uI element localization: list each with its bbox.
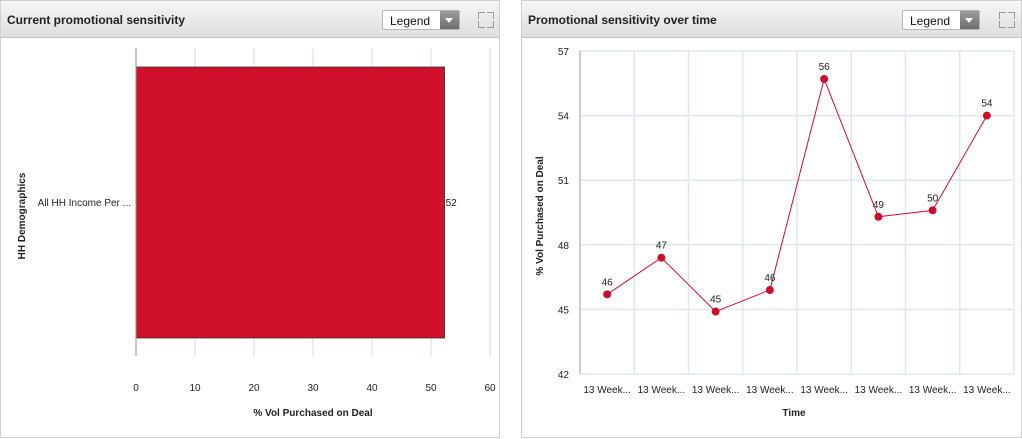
bar-chart: 0 10 20 30 40 50 60 All HH Income Per ... 52 % V…: [17, 48, 496, 419]
data-label: 49: [873, 200, 885, 211]
data-label: 52: [446, 198, 458, 209]
data-point: [657, 253, 666, 262]
line-chart-series: 46 47 45 46 56 49 50 54: [602, 62, 993, 316]
current-sensitivity-panel: Current promotional sensitivity Legend 0…: [0, 0, 500, 438]
x-tick-label: 60: [484, 383, 496, 394]
x-tick-label: 50: [425, 383, 437, 394]
x-tick-label: 13 Week...: [746, 385, 794, 396]
y-tick-label: 42: [558, 370, 570, 381]
series-line: [606, 77, 988, 313]
line-chart-grid: [580, 50, 1015, 375]
y-tick-label: 51: [558, 176, 570, 187]
bar-chart-axes: 0 10 20 30 40 50 60 All HH Income Per ... 52: [38, 48, 496, 394]
x-tick-label: 13 Week...: [800, 385, 848, 396]
data-point: [982, 111, 991, 120]
data-point: [874, 212, 883, 221]
x-tick-label: 13 Week...: [909, 385, 957, 396]
panel-title: Current promotional sensitivity: [7, 13, 186, 27]
x-tick-label: 30: [307, 383, 319, 394]
line-chart-axes: 42 45 48 51 54 57 13 Week... 13 Week... 13 Week.…: [558, 47, 1011, 396]
x-tick-label: 13 Week...: [855, 385, 903, 396]
x-tick-label: 40: [366, 383, 378, 394]
data-point: [820, 74, 829, 83]
x-tick-label: 13 Week...: [692, 385, 740, 396]
panel-header: Promotional sensitivity over time Legend: [522, 1, 1021, 38]
x-tick-label: 13 Week...: [963, 385, 1011, 396]
y-tick-label: 57: [558, 47, 570, 58]
data-label: 46: [602, 277, 614, 288]
bar-chart-bars: [135, 66, 445, 339]
y-axis-title: % Vol Purchased on Deal: [535, 156, 546, 276]
line-chart: 42 45 48 51 54 57 13 Week... 13 Week... 13 Week.…: [535, 47, 1015, 419]
panel-title: Promotional sensitivity over time: [528, 13, 717, 27]
y-tick-label: 45: [558, 305, 570, 316]
data-point: [603, 290, 612, 299]
sensitivity-over-time-panel: Promotional sensitivity over time Legend…: [521, 0, 1022, 438]
legend-dropdown-label: Legend: [910, 14, 951, 28]
panel-header: Current promotional sensitivity Legend: [1, 1, 499, 38]
data-point: [765, 286, 774, 295]
x-tick-label: 13 Week...: [638, 385, 686, 396]
x-axis-title: Time: [782, 408, 806, 419]
data-label: 46: [764, 273, 776, 284]
data-point: [711, 307, 720, 316]
bar: [135, 66, 445, 339]
legend-dropdown[interactable]: Legend: [902, 10, 980, 30]
data-point: [928, 206, 937, 215]
data-label: 56: [819, 62, 831, 73]
data-label: 50: [927, 193, 939, 204]
expand-icon[interactable]: [478, 12, 494, 28]
category-label: All HH Income Per ...: [38, 198, 131, 209]
x-axis-title: % Vol Purchased on Deal: [253, 408, 373, 419]
data-label: 45: [710, 295, 722, 306]
legend-dropdown-label: Legend: [390, 14, 431, 28]
y-tick-label: 48: [558, 241, 570, 252]
y-axis-title: HH Demographics: [17, 172, 28, 259]
legend-dropdown[interactable]: Legend: [382, 10, 460, 30]
x-tick-label: 20: [248, 383, 260, 394]
chevron-down-icon[interactable]: [960, 11, 979, 29]
x-tick-label: 0: [133, 383, 139, 394]
chevron-down-icon[interactable]: [440, 11, 459, 29]
data-label: 47: [656, 241, 668, 252]
x-tick-label: 10: [189, 383, 201, 394]
data-label: 54: [981, 99, 993, 110]
expand-icon[interactable]: [999, 12, 1015, 28]
x-tick-label: 13 Week...: [583, 385, 631, 396]
y-tick-label: 54: [558, 112, 570, 123]
